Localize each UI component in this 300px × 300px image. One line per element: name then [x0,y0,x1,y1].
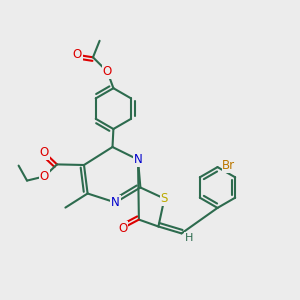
Text: H: H [185,233,193,243]
Text: Br: Br [222,159,236,172]
Text: N: N [134,153,142,166]
Text: O: O [103,65,112,78]
Text: O: O [40,170,49,183]
Text: O: O [118,221,127,235]
Text: S: S [161,192,168,205]
Text: O: O [40,146,49,159]
Text: N: N [111,196,120,209]
Text: O: O [73,48,82,62]
